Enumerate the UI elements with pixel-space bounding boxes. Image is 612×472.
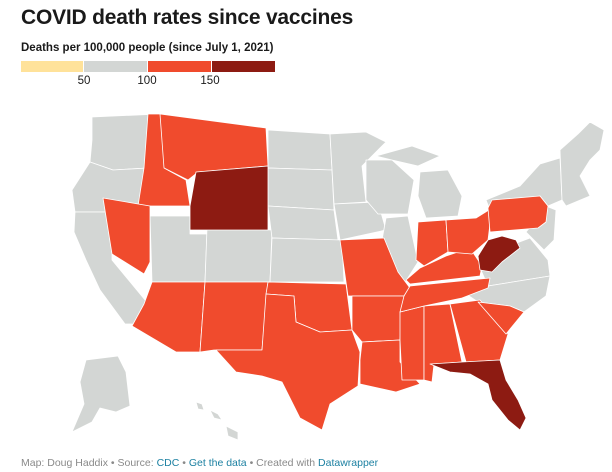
- legend-bin-150-plus: [212, 61, 275, 72]
- legend-ticks: 50 100 150: [0, 75, 612, 89]
- legend-tick-100: 100: [137, 75, 157, 87]
- footer-sep-data: •: [179, 457, 189, 469]
- state-nd[interactable]: [267, 129, 333, 171]
- legend-bin-below-50: [21, 61, 84, 72]
- state-ne[interactable]: [267, 205, 339, 241]
- datawrapper-link[interactable]: Datawrapper: [318, 457, 379, 469]
- state-ar[interactable]: [351, 295, 405, 343]
- state-ga[interactable]: [449, 299, 509, 363]
- map-credit: Map: Doug Haddix: [21, 457, 108, 469]
- state-tx[interactable]: [215, 293, 361, 431]
- footer-sep-tool: • Created with: [246, 457, 319, 469]
- state-fl[interactable]: [429, 359, 527, 431]
- state-nm[interactable]: [199, 281, 269, 353]
- state-mi[interactable]: [417, 169, 463, 219]
- state-hi[interactable]: [195, 401, 239, 441]
- state-pa[interactable]: [487, 195, 549, 233]
- state-ak[interactable]: [71, 355, 131, 433]
- state-in[interactable]: [415, 219, 449, 267]
- state-co[interactable]: [204, 227, 273, 283]
- state-ks[interactable]: [269, 237, 345, 283]
- state-sc[interactable]: [477, 301, 525, 335]
- legend-bin-50-100: [84, 61, 148, 72]
- state-ne-states[interactable]: [559, 121, 605, 207]
- legend-bin-100-150: [148, 61, 212, 72]
- state-id[interactable]: [137, 113, 191, 207]
- footer-credits: Map: Doug Haddix • Source: CDC • Get the…: [21, 457, 378, 469]
- state-ms[interactable]: [399, 305, 425, 381]
- legend-title: Deaths per 100,000 people (since July 1,…: [21, 42, 274, 54]
- state-az[interactable]: [131, 281, 206, 353]
- state-wv[interactable]: [477, 235, 521, 273]
- state-mi-up[interactable]: [375, 145, 441, 167]
- source-link[interactable]: CDC: [156, 457, 180, 469]
- chart-title: COVID death rates since vaccines: [21, 6, 354, 29]
- legend-tick-50: 50: [77, 75, 91, 87]
- state-wy[interactable]: [189, 165, 269, 231]
- get-data-link[interactable]: Get the data: [188, 457, 247, 469]
- state-nv[interactable]: [102, 197, 151, 275]
- state-tn[interactable]: [399, 277, 491, 313]
- state-sd[interactable]: [267, 167, 335, 211]
- us-choropleth-map: [71, 113, 605, 441]
- color-legend: [21, 61, 275, 72]
- footer-sep-source: • Source:: [107, 457, 157, 469]
- legend-tick-150: 150: [200, 75, 220, 87]
- state-wi[interactable]: [365, 159, 415, 215]
